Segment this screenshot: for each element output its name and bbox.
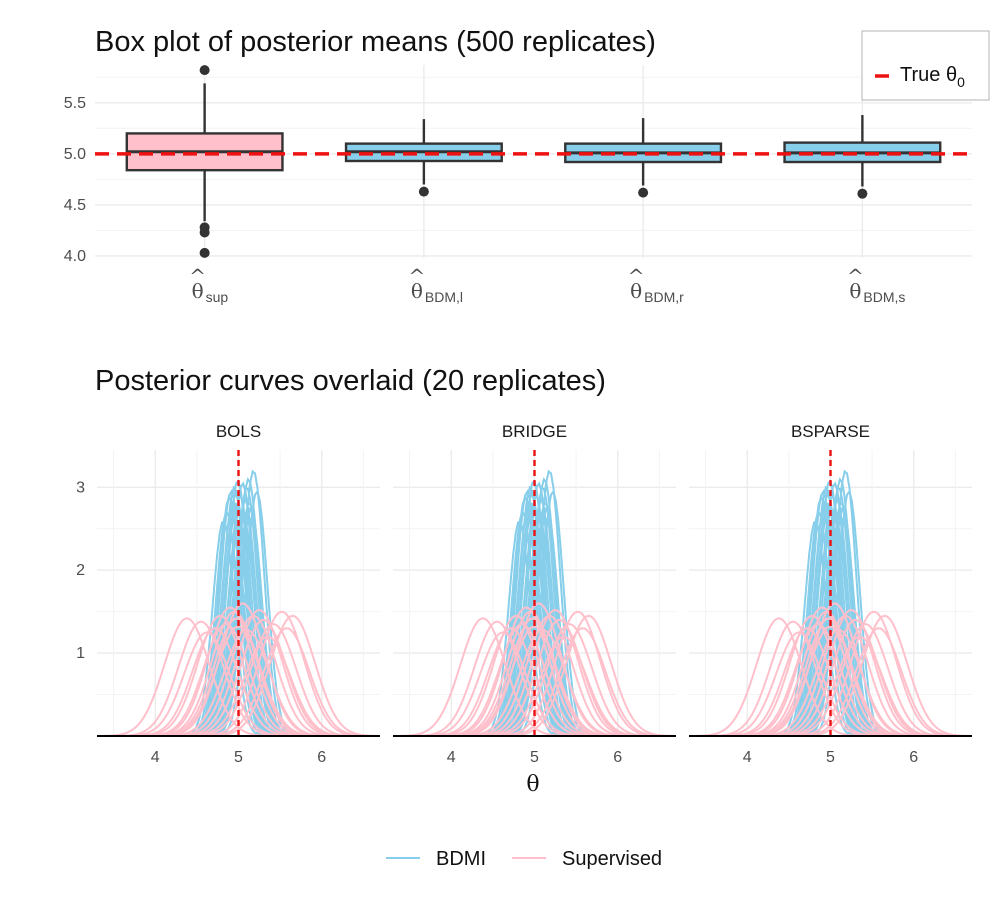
boxplot-boxes (125, 65, 942, 258)
category-subscript: sup (206, 289, 229, 305)
box-outlier-point (638, 187, 649, 198)
facet-panel: BOLS 4 5 6 1 2 3 (76, 422, 381, 766)
facet-panel: BSPARSE 4 5 6 (688, 422, 973, 766)
category-hat: ^ (408, 264, 425, 288)
density-x-axis-label: θ (526, 772, 539, 797)
y-tick-label: 2 (76, 562, 85, 579)
legend-true-theta-label: True θ (900, 64, 957, 86)
box-outlier-point (857, 188, 868, 199)
density-panel: Posterior curves overlaid (20 replicates… (76, 365, 973, 870)
boxplot-legend: True θ0 (861, 30, 990, 101)
category-subscript: BDM,s (863, 289, 905, 305)
boxplot-y-ticks: 4.0 4.5 5.0 5.5 (64, 95, 86, 265)
x-tick-label: 4 (151, 749, 160, 766)
y-tick-label: 5.5 (64, 95, 86, 112)
box-outlier-point (199, 227, 210, 238)
x-tick-label: 4 (743, 749, 752, 766)
x-tick-label: 4 (447, 749, 456, 766)
category-hat: ^ (847, 264, 864, 288)
category-subscript: BDM,l (425, 289, 463, 305)
legend-true-theta: True θ0 (900, 64, 965, 90)
legend-supervised-label: Supervised (562, 848, 662, 870)
category-subscript: BDM,r (644, 289, 684, 305)
legend-box (861, 30, 990, 101)
y-tick-label: 3 (76, 479, 85, 496)
legend-true-theta-subscript: 0 (957, 74, 965, 90)
category-symbol: θ (192, 279, 204, 303)
box-outlier-point (418, 186, 429, 197)
x-tick-label: 6 (613, 749, 622, 766)
x-tick-label: 6 (317, 749, 326, 766)
category-symbol: θ (411, 279, 423, 303)
box-outlier-point (199, 247, 210, 258)
category-hat: ^ (189, 264, 206, 288)
y-tick-label: 4.0 (64, 248, 86, 265)
boxplot-title: Box plot of posterior means (500 replica… (95, 26, 656, 58)
x-category-label: θ^sup (189, 264, 228, 305)
x-tick-label: 5 (234, 749, 243, 766)
x-tick-label: 5 (530, 749, 539, 766)
category-symbol: θ (849, 279, 861, 303)
y-tick-label: 1 (76, 645, 85, 662)
boxplot-panel: Box plot of posterior means (500 replica… (64, 26, 990, 305)
density-facets: BOLS 4 5 6 1 2 3 BRIDGE 4 5 6 BSPARSE 4 5 6 (76, 422, 973, 766)
density-legend: BDMI Supervised (386, 848, 662, 870)
x-tick-label: 5 (826, 749, 835, 766)
facet-panel: BRIDGE 4 5 6 (392, 422, 677, 766)
x-category-label: θ^BDM,r (628, 264, 684, 305)
category-hat: ^ (628, 264, 645, 288)
category-symbol: θ (630, 279, 642, 303)
x-category-label: θ^BDM,l (408, 264, 463, 305)
density-title: Posterior curves overlaid (20 replicates… (95, 365, 606, 397)
y-tick-label: 5.0 (64, 146, 86, 163)
y-tick-label: 4.5 (64, 197, 86, 214)
x-tick-label: 6 (909, 749, 918, 766)
facet-strip-label: BSPARSE (791, 422, 870, 441)
legend-bdmi-label: BDMI (436, 848, 486, 870)
box-outlier-point (199, 65, 210, 76)
x-category-label: θ^BDM,s (847, 264, 905, 305)
facet-strip-label: BRIDGE (502, 422, 567, 441)
facet-strip-label: BOLS (216, 422, 261, 441)
boxplot-x-ticks: θ^sup θ^BDM,l θ^BDM,r θ^BDM,s (189, 264, 905, 305)
